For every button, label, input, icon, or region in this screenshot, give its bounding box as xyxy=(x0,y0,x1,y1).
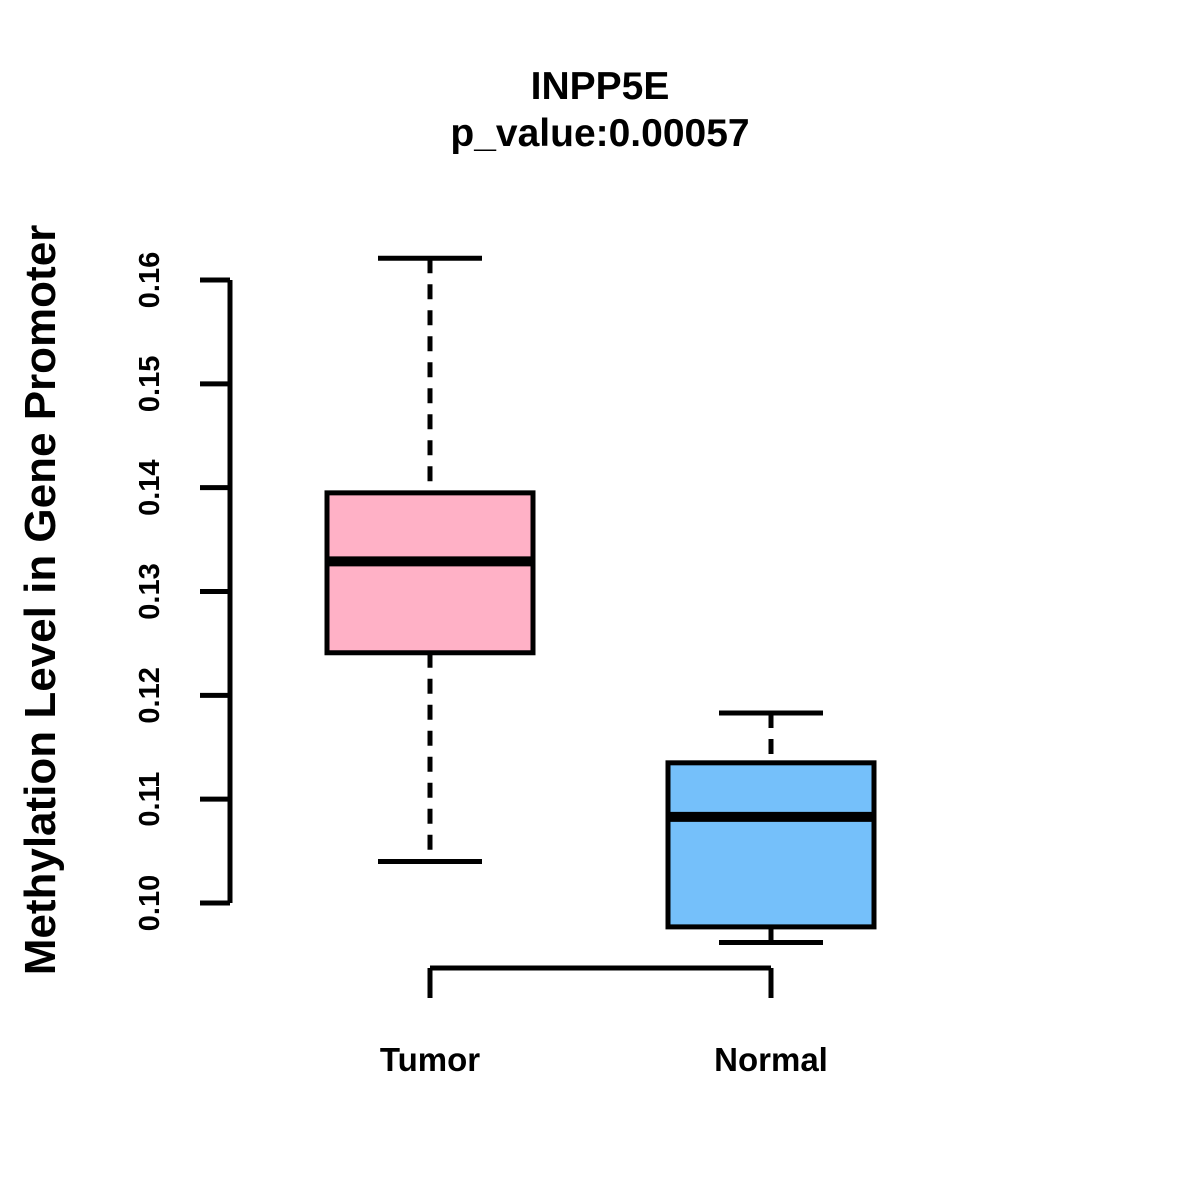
y-axis-tick-label: 0.14 xyxy=(134,459,166,515)
y-axis-tick-label: 0.16 xyxy=(134,252,166,308)
box-rect xyxy=(665,760,877,930)
boxplot-tumor xyxy=(324,255,536,864)
x-category-label-normal: Normal xyxy=(714,1041,828,1078)
chart-subtitle: p_value:0.00057 xyxy=(450,112,750,155)
y-axis-tick-label: 0.11 xyxy=(134,772,166,827)
box-rect xyxy=(324,490,536,656)
y-axis-tick-label: 0.12 xyxy=(134,667,166,723)
y-axis-tick-label: 0.15 xyxy=(134,356,166,412)
y-axis-tick-label: 0.13 xyxy=(134,563,166,619)
chart-title: INPP5E xyxy=(530,65,670,108)
x-category-label-tumor: Tumor xyxy=(380,1041,480,1078)
boxplot-normal xyxy=(665,710,877,945)
y-axis-tick-label: 0.10 xyxy=(134,875,166,931)
